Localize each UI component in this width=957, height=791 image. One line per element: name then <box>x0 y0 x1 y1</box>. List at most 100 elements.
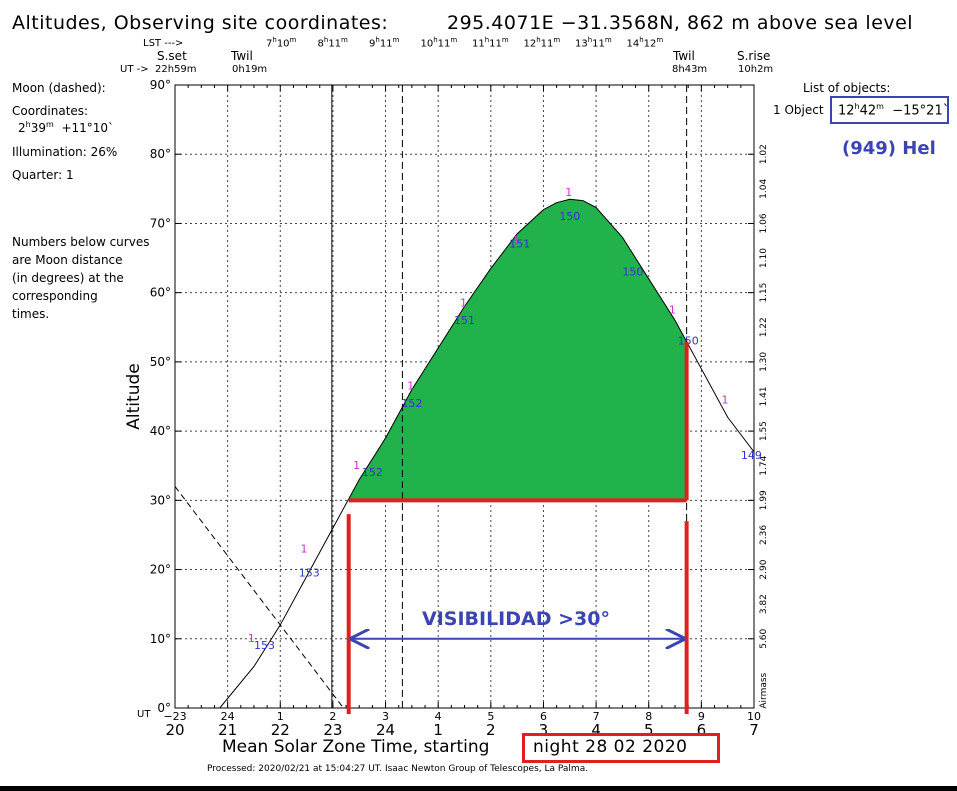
moon-distance-label: 149 <box>741 449 762 462</box>
object-marker: 1 <box>248 632 255 645</box>
note-line: Numbers below curves <box>12 235 150 249</box>
x-tick-ut-label: 3 <box>382 710 389 723</box>
note-line: corresponding <box>12 289 98 303</box>
moon-coordinates-label: Coordinates: <box>12 104 89 118</box>
note-line: are Moon distance <box>12 253 123 267</box>
airmass-tick-label: 1.55 <box>759 421 769 441</box>
x-tick-label: 21 <box>218 721 237 739</box>
object-marker: 1 <box>722 393 729 406</box>
lst-tick-label: 11h11m <box>472 36 509 50</box>
y-axis-title: Altitude <box>124 363 144 429</box>
y-tick-label: 90° <box>150 78 171 92</box>
moon-distance-label: 150 <box>622 265 643 278</box>
moon-distance-label: 153 <box>299 566 320 579</box>
lst-tick-label: 13h11m <box>575 36 612 50</box>
object-coordinates-box <box>830 96 949 124</box>
object-altitude-line <box>219 198 755 709</box>
moon-distance-label: 152 <box>401 397 422 410</box>
airmass-tick-label: 1.99 <box>759 490 769 510</box>
twilight-start-label: Twil <box>231 49 253 63</box>
x-tick-ut-label: 4 <box>435 710 442 723</box>
moon-distance-label: 150 <box>678 335 699 348</box>
y-tick-label: 0° <box>157 701 171 715</box>
processed-note: Processed: 2020/02/21 at 15:04:27 UT. Is… <box>207 764 589 774</box>
x-tick-ut-label: 1 <box>277 710 284 723</box>
x-tick-label: 2 <box>486 721 496 739</box>
twilight-end-time: 8h43m <box>672 64 708 75</box>
moon-legend: Moon (dashed): <box>12 81 106 95</box>
x-tick-label: 4 <box>591 721 601 739</box>
airmass-tick-label: 1.10 <box>759 248 769 268</box>
lst-tick-label: 12h11m <box>523 36 561 50</box>
airmass-tick-label: 1.22 <box>759 317 769 337</box>
y-tick-label: 80° <box>150 147 171 161</box>
x-axis-title: Mean Solar Zone Time, starting <box>222 737 490 757</box>
moon-distance-label: 153 <box>254 639 275 652</box>
x-tick-ut-label: 24 <box>221 710 235 723</box>
lst-tick-label: 9h11m <box>369 36 400 50</box>
lst-tick-label: 14h12m <box>626 36 664 50</box>
chart-title: Altitudes, Observing site coordinates: <box>12 12 389 34</box>
object-list-title: List of objects: <box>803 81 891 95</box>
twilight-end-label: Twil <box>673 49 695 63</box>
sunrise-time: 10h2m <box>738 64 774 75</box>
lst-label: LST ---> <box>143 38 184 49</box>
bottom-border <box>0 786 957 791</box>
y-tick-label: 50° <box>150 355 171 369</box>
moon-quarter: Quarter: 1 <box>12 168 74 182</box>
airmass-tick-label: 1.02 <box>759 144 769 164</box>
note-line: times. <box>12 307 50 321</box>
lst-tick-label: 7h10m <box>266 36 297 50</box>
moon-altitude-line <box>174 486 344 709</box>
x-tick-label: 3 <box>539 721 549 739</box>
lst-tick-label: 10h11m <box>420 36 458 50</box>
airmass-tick-label: 1.04 <box>759 179 769 199</box>
object-marker: 1 <box>513 234 520 247</box>
axis-labels: 0° 10° 20° 30° 40° 50° 60° 70° 80° 90° Altitude −23… <box>124 78 769 739</box>
x-tick-label: 6 <box>697 721 707 739</box>
object-marker: 1 <box>407 380 414 393</box>
series-lines <box>174 198 755 709</box>
x-tick-ut-label: −23 <box>163 710 186 723</box>
moon-distance-label: 151 <box>454 314 475 327</box>
airmass-tick-label: 5.60 <box>759 628 769 648</box>
twilight-start-time: 0h19m <box>232 64 268 75</box>
x-tick-ut-label: 5 <box>487 710 494 723</box>
sunset-time: 22h59m <box>155 64 197 75</box>
object-marker: 1 <box>353 459 360 472</box>
x-tick-label: 24 <box>376 721 395 739</box>
moon-distance-label: 150 <box>559 210 580 223</box>
airmass-tick-label: 1.06 <box>759 213 769 233</box>
airmass-axis-title: Airmass <box>759 672 769 708</box>
airmass-tick-label: 1.74 <box>759 455 769 475</box>
object-marker: 1 <box>300 542 307 555</box>
x-tick-label: 20 <box>165 721 184 739</box>
y-tick-label: 30° <box>150 493 171 507</box>
airmass-tick-label: 1.30 <box>759 352 769 372</box>
x-tick-ut-label: 10 <box>747 710 761 723</box>
x-tick-label: 5 <box>644 721 654 739</box>
airmass-tick-label: 1.41 <box>759 386 769 406</box>
visibility-highlight <box>346 341 689 714</box>
x-tick-ut-label: 7 <box>593 710 600 723</box>
object-marker: 1 <box>565 186 572 199</box>
ut-prefix-label: UT <box>137 709 151 720</box>
x-tick-ut-label: 8 <box>645 710 652 723</box>
x-tick-label: 7 <box>749 721 759 739</box>
airmass-tick-label: 3.82 <box>759 594 769 614</box>
y-tick-label: 70° <box>150 216 171 230</box>
moon-distance-label: 152 <box>362 466 383 479</box>
object-name: (949) Hel <box>842 138 936 159</box>
sunrise-label: S.rise <box>737 49 771 63</box>
x-tick-label: 1 <box>433 721 443 739</box>
observation-date: night 28 02 2020 <box>533 737 688 757</box>
object-marker: 1 <box>460 297 467 310</box>
object-list-item-label: 1 Object <box>773 103 824 117</box>
visibility-fill <box>348 199 687 501</box>
visibility-area <box>348 199 687 501</box>
date-highlight-box <box>522 733 720 763</box>
y-tick-label: 20° <box>150 563 171 577</box>
airmass-tick-label: 1.15 <box>759 283 769 303</box>
